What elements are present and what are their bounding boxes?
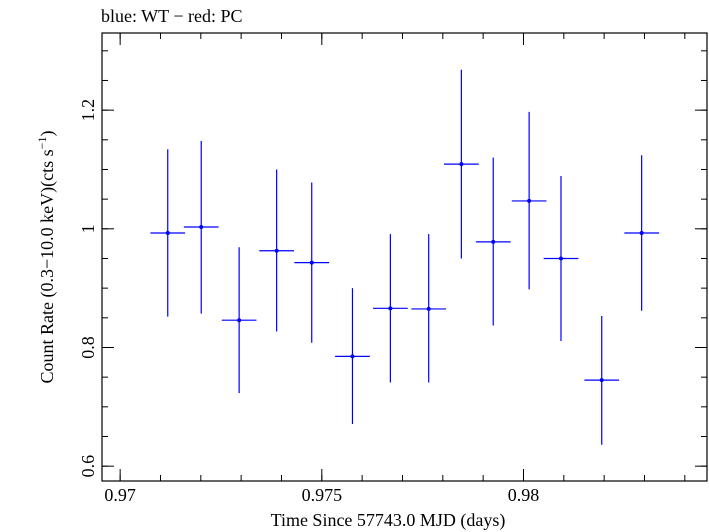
y-axis-label-close: ) <box>37 131 58 137</box>
y-axis-label-exponent: −1 <box>35 137 49 150</box>
y-axis-label: Count Rate (0.3−10.0 keV)(cts s−1) <box>35 131 58 384</box>
data-point <box>558 256 563 261</box>
x-tick-label: 0.975 <box>302 485 343 505</box>
data-point <box>426 306 431 311</box>
chart-title: blue: WT − red: PC <box>101 6 242 26</box>
data-point <box>527 198 532 203</box>
data-point <box>491 239 496 244</box>
data-point <box>199 225 204 230</box>
data-point <box>459 162 464 167</box>
x-tick-label: 0.98 <box>508 485 540 505</box>
y-tick-label: 0.6 <box>78 455 98 478</box>
y-tick-label: 0.8 <box>78 336 98 359</box>
y-axis-ticks: 0.6 0.8 1 1.2 <box>78 50 707 478</box>
data-point <box>639 230 644 235</box>
data-point <box>309 260 314 265</box>
data-point <box>165 230 170 235</box>
data-point <box>388 306 393 311</box>
y-axis-label-main: Count Rate (0.3−10.0 keV)(cts s <box>37 149 58 383</box>
y-tick-label: 1.2 <box>78 99 98 122</box>
plot-frame <box>101 32 708 482</box>
data-point <box>350 354 355 359</box>
data-point <box>237 318 242 323</box>
x-axis-label: Time Since 57743.0 MJD (days) <box>271 510 506 531</box>
x-axis-ticks: 0.97 0.975 0.98 <box>104 33 686 505</box>
x-tick-label: 0.97 <box>104 485 136 505</box>
y-tick-label: 1 <box>78 224 98 233</box>
data-point <box>599 378 604 383</box>
data-point <box>274 248 279 253</box>
data-series-wt <box>150 69 660 445</box>
